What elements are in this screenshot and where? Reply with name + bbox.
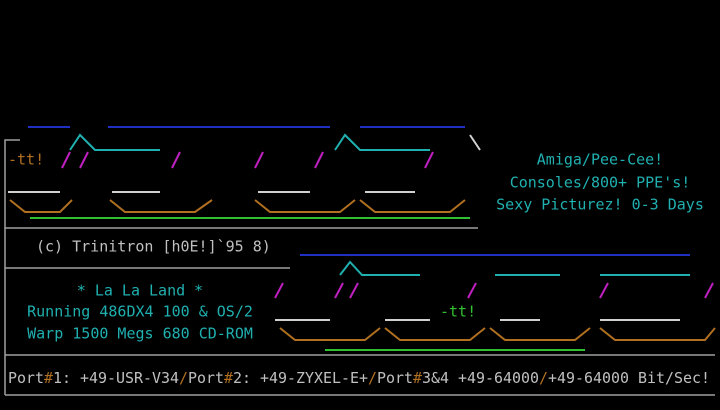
- logo-tag: -tt!: [8, 151, 44, 169]
- footer-part: #: [224, 369, 233, 387]
- info-line: Sexy Picturez! 0-3 Days: [496, 196, 704, 214]
- footer-part: /: [179, 369, 188, 387]
- footer-part: /: [539, 369, 548, 387]
- footer-part: #: [413, 369, 422, 387]
- footer-part: Port: [188, 369, 224, 387]
- info-line: Amiga/Pee-Cee!: [537, 151, 663, 169]
- info-line: Consoles/800+ PPE's!: [510, 174, 691, 192]
- board-line: Warp 1500 Megs 680 CD-ROM: [27, 325, 253, 343]
- footer-part: Port: [377, 369, 413, 387]
- footer-part: Port: [8, 369, 44, 387]
- footer-part: /: [368, 369, 377, 387]
- footer-part: 2: +49-ZYXEL-E+: [233, 369, 368, 387]
- footer-part: #: [44, 369, 53, 387]
- board-line: Running 486DX4 100 & OS/2: [27, 303, 253, 321]
- frame: [4, 139, 715, 396]
- footer: Port#1: +49-USR-V34/Port#2: +49-ZYXEL-E+…: [8, 369, 710, 387]
- board-name: * La La Land *: [77, 282, 203, 300]
- logo-art: [8, 126, 481, 219]
- logo-art: [274, 254, 716, 351]
- credit: (c) Trinitron [h0E!]`95 8): [36, 238, 271, 256]
- footer-part: 3&4 +49-64000: [422, 369, 539, 387]
- footer-part: 1: +49-USR-V34: [53, 369, 179, 387]
- footer-part: +49-64000 Bit/Sec!: [548, 369, 710, 387]
- logo-tag: -tt!: [440, 303, 476, 321]
